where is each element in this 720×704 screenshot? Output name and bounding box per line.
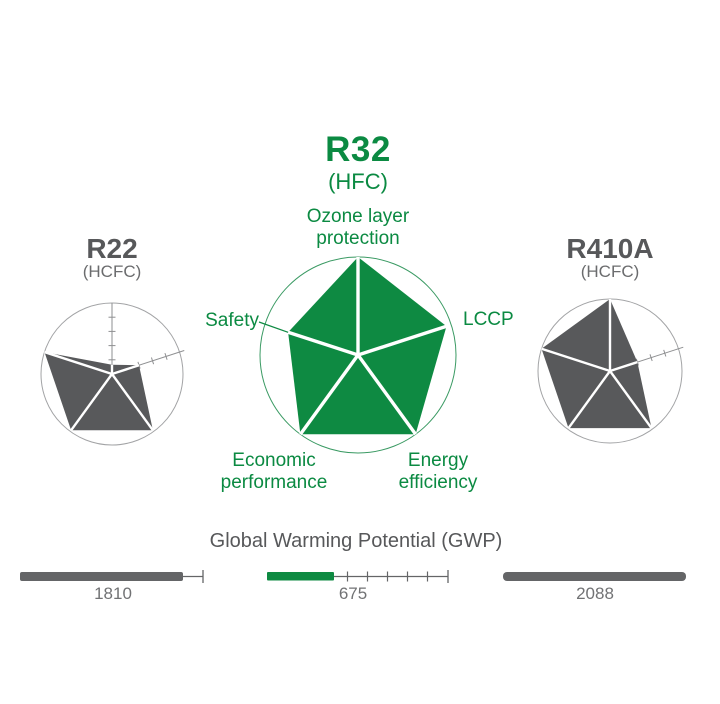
radar-r22-spoke-1 — [111, 364, 140, 376]
left-chart-family: (HCFC) — [82, 262, 142, 281]
axis-label-energy: Energy efficiency — [398, 450, 478, 493]
gwp-bar-r22 — [20, 572, 183, 581]
axis-label-safety: Safety — [205, 310, 259, 331]
left-chart-name: R22 — [86, 233, 138, 264]
gwp-bar-r410a — [503, 572, 686, 581]
gwp-bar-r32 — [267, 572, 334, 581]
axis-label-lccp: LCCP — [463, 309, 514, 330]
gwp-value-r410a: 2088 — [576, 584, 614, 603]
safety-leader-line — [258, 321, 289, 333]
radar-r410a-shape — [541, 299, 652, 429]
radar-r410a-spoke-1 — [609, 360, 638, 373]
radar-r32-shape — [288, 257, 447, 435]
radar-r410a-spoke-4 — [541, 347, 611, 373]
gwp-value-r22: 1810 — [94, 584, 132, 603]
radar-r32-spoke-1 — [357, 324, 448, 357]
radar-r22-spoke-4 — [44, 350, 113, 376]
center-chart-name: R32 — [325, 130, 391, 169]
radar-r22-axis-tick — [150, 357, 155, 365]
radar-r410a-axis-tick — [649, 354, 653, 362]
radar-r410a-axis-tick — [663, 349, 667, 357]
radar-r410a-spoke-2 — [609, 370, 653, 429]
radar-r22-spoke-2 — [111, 373, 154, 431]
radar-r22-axis-tick — [164, 352, 168, 360]
radar-r32-spoke-3 — [299, 354, 360, 436]
gwp-title: Global Warming Potential (GWP) — [209, 530, 503, 552]
radar-r32-spoke-4 — [287, 330, 359, 357]
axis-label-ozone: Ozone layer protection — [306, 206, 410, 249]
center-chart-family: (HFC) — [328, 169, 388, 194]
radar-r410a-spoke-3 — [567, 370, 611, 429]
right-chart-name: R410A — [566, 233, 654, 264]
radar-r32-spoke-2 — [356, 354, 417, 436]
axis-label-economic: Economic performance — [220, 450, 328, 493]
right-chart-family: (HCFC) — [580, 262, 640, 281]
radar-r22-spoke-3 — [70, 373, 113, 431]
gwp-value-r32: 675 — [338, 584, 368, 603]
